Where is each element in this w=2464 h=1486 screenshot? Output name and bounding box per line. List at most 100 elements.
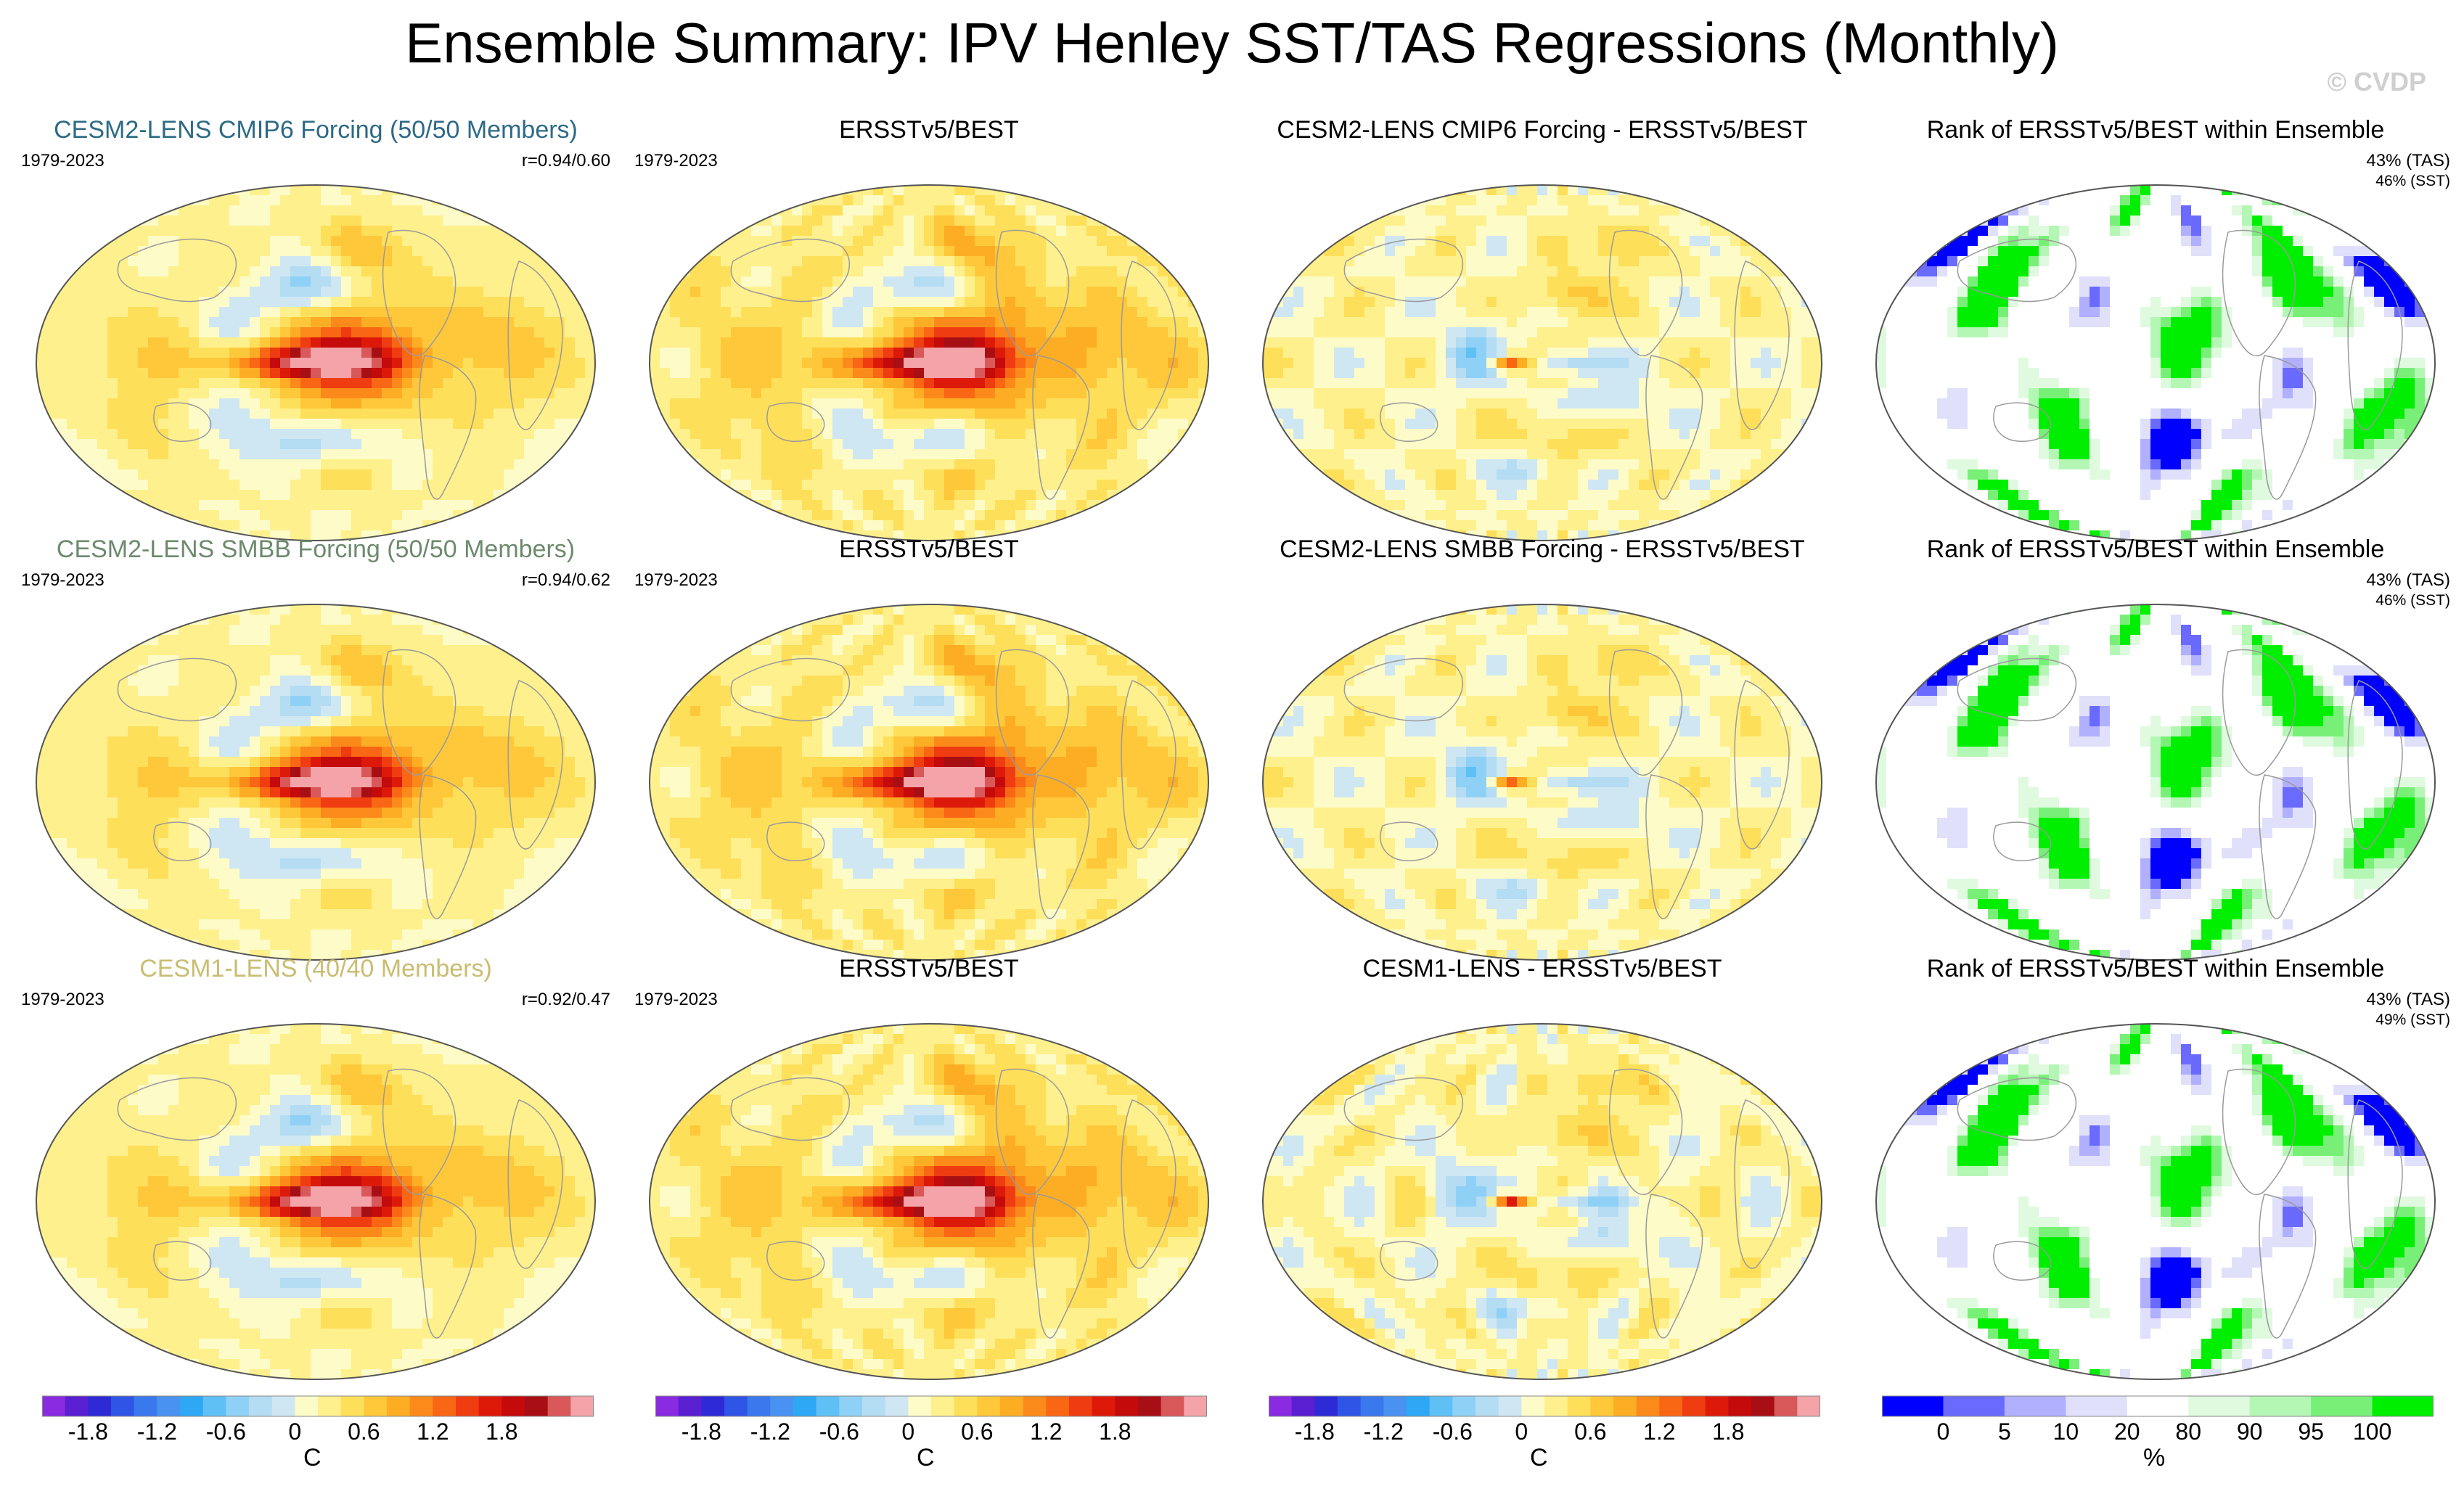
field-cell [975,185,986,196]
field-cell [1466,358,1477,369]
field-cell [1761,307,1772,318]
field-cell [893,226,904,237]
field-cell [1385,246,1396,257]
field-cell [1334,256,1345,267]
field-cell [36,358,47,369]
field-cell [1568,348,1579,358]
field-cell [1537,490,1548,501]
field-cell [1476,449,1487,460]
field-cell [1476,297,1487,308]
field-cell [1344,327,1355,338]
field-cell [1618,327,1629,338]
field-cell [904,378,914,389]
field-cell [1547,256,1558,267]
field-cell [832,419,843,430]
field-cell [1046,398,1057,409]
field-cell [1598,469,1609,480]
field-cell [372,480,382,490]
field-cell [904,226,914,237]
field-cell [832,388,843,399]
field-cell [219,307,230,318]
field-cell [792,429,803,440]
field-cell [1608,439,1619,450]
field-cell [1456,337,1467,348]
field-cell [1547,388,1558,399]
field-cell [944,317,955,328]
field-cell [1005,195,1016,206]
field-cell [1547,398,1558,409]
field-cell [721,469,732,480]
field-cell [1537,185,1548,196]
field-cell [1476,307,1487,318]
field-cell [1178,419,1189,430]
field-cell [321,337,332,348]
field-cell [412,388,423,399]
field-cell [189,368,200,379]
field-cell [995,297,1006,308]
field-cell [402,368,413,379]
field-cell [1137,378,1148,389]
field-cell [280,500,291,511]
field-cell [97,266,108,277]
field-cell [372,490,382,501]
field-cell [1147,439,1158,450]
field-cell [1517,337,1528,348]
field-cell [1436,317,1446,328]
field-cell [2029,215,2039,226]
field-cell [341,439,352,450]
field-cell [321,378,332,389]
field-cell [863,368,874,379]
field-cell [751,348,762,358]
field-cell [995,490,1006,501]
field-cell [240,368,250,379]
field-cell [1588,378,1599,389]
field-cell [1618,358,1629,369]
field-cell [1168,429,1179,440]
field-cell [331,378,342,389]
field-cell [2161,195,2172,206]
field-cell [751,409,762,419]
field-cell [87,358,98,369]
field-cell [250,205,261,216]
field-cell [731,348,742,358]
field-cell [575,368,586,379]
field-cell [1107,388,1118,399]
field-cell [392,348,403,358]
field-cell [2222,236,2232,247]
field-cell [1710,287,1721,297]
field-cell [1107,236,1118,247]
field-cell [1015,276,1026,287]
field-cell [1385,337,1396,348]
field-cell [1517,520,1528,531]
field-cell [1629,348,1640,358]
field-cell [392,449,403,460]
field-cell [97,317,108,328]
field-cell [1046,358,1057,369]
field-cell [843,307,854,318]
field-cell [189,317,200,328]
field-cell [1761,368,1772,379]
field-cell [1046,307,1057,318]
field-cell [1117,459,1128,470]
field-cell [57,409,67,419]
field-cell [260,327,271,338]
field-cell [731,368,742,379]
field-cell [402,459,413,470]
field-cell [1147,246,1158,257]
field-cell [138,368,149,379]
field-cell [189,205,200,216]
field-cell [1036,215,1047,226]
field-cell [260,195,271,206]
field-cell [975,226,986,237]
field-cell [311,256,322,267]
field-cell [1385,348,1396,358]
field-cell [300,439,311,450]
field-cell [270,510,281,521]
field-cell [1005,256,1016,267]
field-cell [1046,337,1057,348]
field-cell [1436,307,1446,318]
field-cell [311,195,322,206]
field-cell [311,246,322,257]
field-cell [290,185,301,196]
field-cell [118,317,128,328]
